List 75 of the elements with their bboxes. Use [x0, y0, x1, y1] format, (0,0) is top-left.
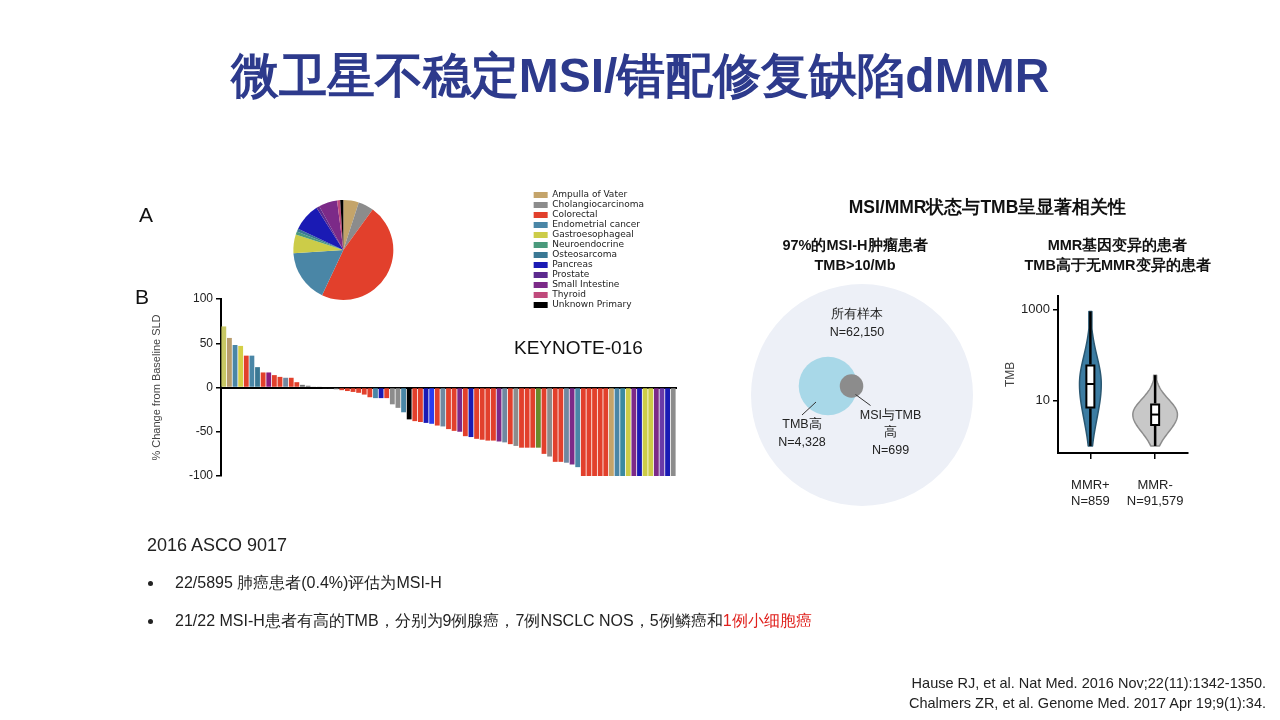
bar — [462, 388, 468, 437]
data-label: N=62,150 — [829, 324, 885, 339]
text: Hause RJ, et al. Nat Med. 2016 Nov;22(11):1342-1350. — [911, 675, 1266, 691]
legend-label: Gastroesophageal — [552, 229, 634, 240]
annotation: KEYNOTE-016 — [514, 337, 643, 358]
bar — [255, 367, 260, 387]
legend-label: Unknown Primary — [552, 299, 633, 310]
y-axis-title: TMB — [1002, 361, 1017, 388]
bar — [670, 388, 676, 476]
bar — [249, 355, 255, 387]
legend-label: Neuroendocrine — [552, 239, 625, 250]
bar — [575, 388, 581, 468]
bar — [637, 388, 642, 476]
y-tick-label: -100 — [188, 468, 214, 483]
bar — [625, 388, 631, 476]
bar — [608, 388, 614, 476]
bar — [631, 388, 637, 476]
category-label: TMB高 — [782, 416, 822, 432]
y-tick-label: -50 — [195, 424, 214, 439]
bar — [378, 388, 384, 399]
bar — [238, 345, 244, 387]
bar — [620, 388, 626, 476]
bar — [457, 388, 463, 432]
legend-label: Osteosarcoma — [552, 249, 617, 260]
y-tick-label: 50 — [199, 335, 214, 350]
bar — [227, 337, 232, 387]
bar — [384, 388, 390, 399]
legend-label: Pancreas — [552, 259, 593, 270]
bar — [401, 388, 406, 413]
chart-title: MMR基因变异的患者 TMB高于无MMR变异的患者 — [1024, 237, 1211, 273]
text: 1例小细胞癌 — [722, 612, 812, 629]
text: Chalmers ZR, et al. Genome Med. 2017 Apr 19;9(1):34. — [908, 695, 1266, 711]
legend-label: Prostate — [552, 269, 590, 280]
y-tick-label: 1000 — [1021, 301, 1050, 317]
bar — [564, 388, 569, 463]
x-tick-label: MMR+ N=859 — [1071, 477, 1110, 508]
legend-label: Thyroid — [551, 289, 586, 300]
y-axis-title: % Change from Baseline SLD — [149, 314, 162, 461]
text: A — [139, 203, 154, 226]
legend-label: Colorectal — [552, 209, 598, 220]
data-label: N=699 — [871, 442, 910, 457]
bar — [266, 372, 272, 387]
text: MSI/MMR状态与TMB呈显著相关性 — [848, 197, 1127, 217]
legend-label: Cholangiocarcinoma — [552, 199, 644, 210]
y-tick-label: 0 — [206, 379, 214, 394]
bar — [243, 355, 249, 387]
text: 21/22 MSI-H患者有高的TMB，分别为9例腺癌，7例NSCLC NOS，5例鳞癌和 — [175, 612, 723, 629]
data-label: N=4,328 — [778, 434, 826, 449]
text: 22/5895 肺癌患者(0.4%)评估为MSI-H — [175, 574, 442, 591]
legend-label: Endometrial cancer — [552, 219, 641, 230]
bar — [665, 388, 670, 476]
y-tick-label: 100 — [192, 291, 214, 306]
category-label: MSI与TMB 高 — [859, 407, 922, 440]
bar — [507, 388, 513, 445]
y-tick-label: 10 — [1035, 392, 1050, 408]
bar — [283, 377, 289, 387]
bar — [440, 388, 446, 427]
legend-label: Ampulla of Vater — [552, 189, 628, 200]
text: 2016 ASCO 9017 — [147, 535, 288, 555]
bar — [547, 388, 553, 457]
bar — [653, 388, 659, 476]
x-tick-label: MMR- N=91,579 — [1126, 477, 1184, 508]
text: B — [135, 285, 150, 308]
legend-label: Small Intestine — [552, 279, 620, 290]
bar — [513, 388, 519, 446]
bar — [535, 388, 541, 448]
bar — [373, 388, 378, 399]
text: 微卫星不稳定MSI/错配修复缺陷dMMR — [230, 49, 1050, 102]
bar — [434, 388, 440, 426]
bar — [260, 372, 266, 387]
bar — [502, 388, 508, 443]
bar — [221, 326, 227, 387]
bar — [429, 388, 435, 424]
category-label: 所有样本 — [831, 307, 883, 322]
text: 97%的MSI-H肿瘤患者 TMB>10/Mb — [782, 237, 928, 273]
